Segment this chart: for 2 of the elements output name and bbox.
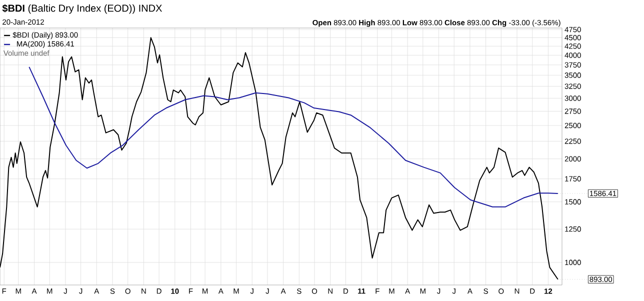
chart-title: $BDI (Baltic Dry Index (EOD)) INDX [2,4,162,14]
line-series [28,66,558,208]
